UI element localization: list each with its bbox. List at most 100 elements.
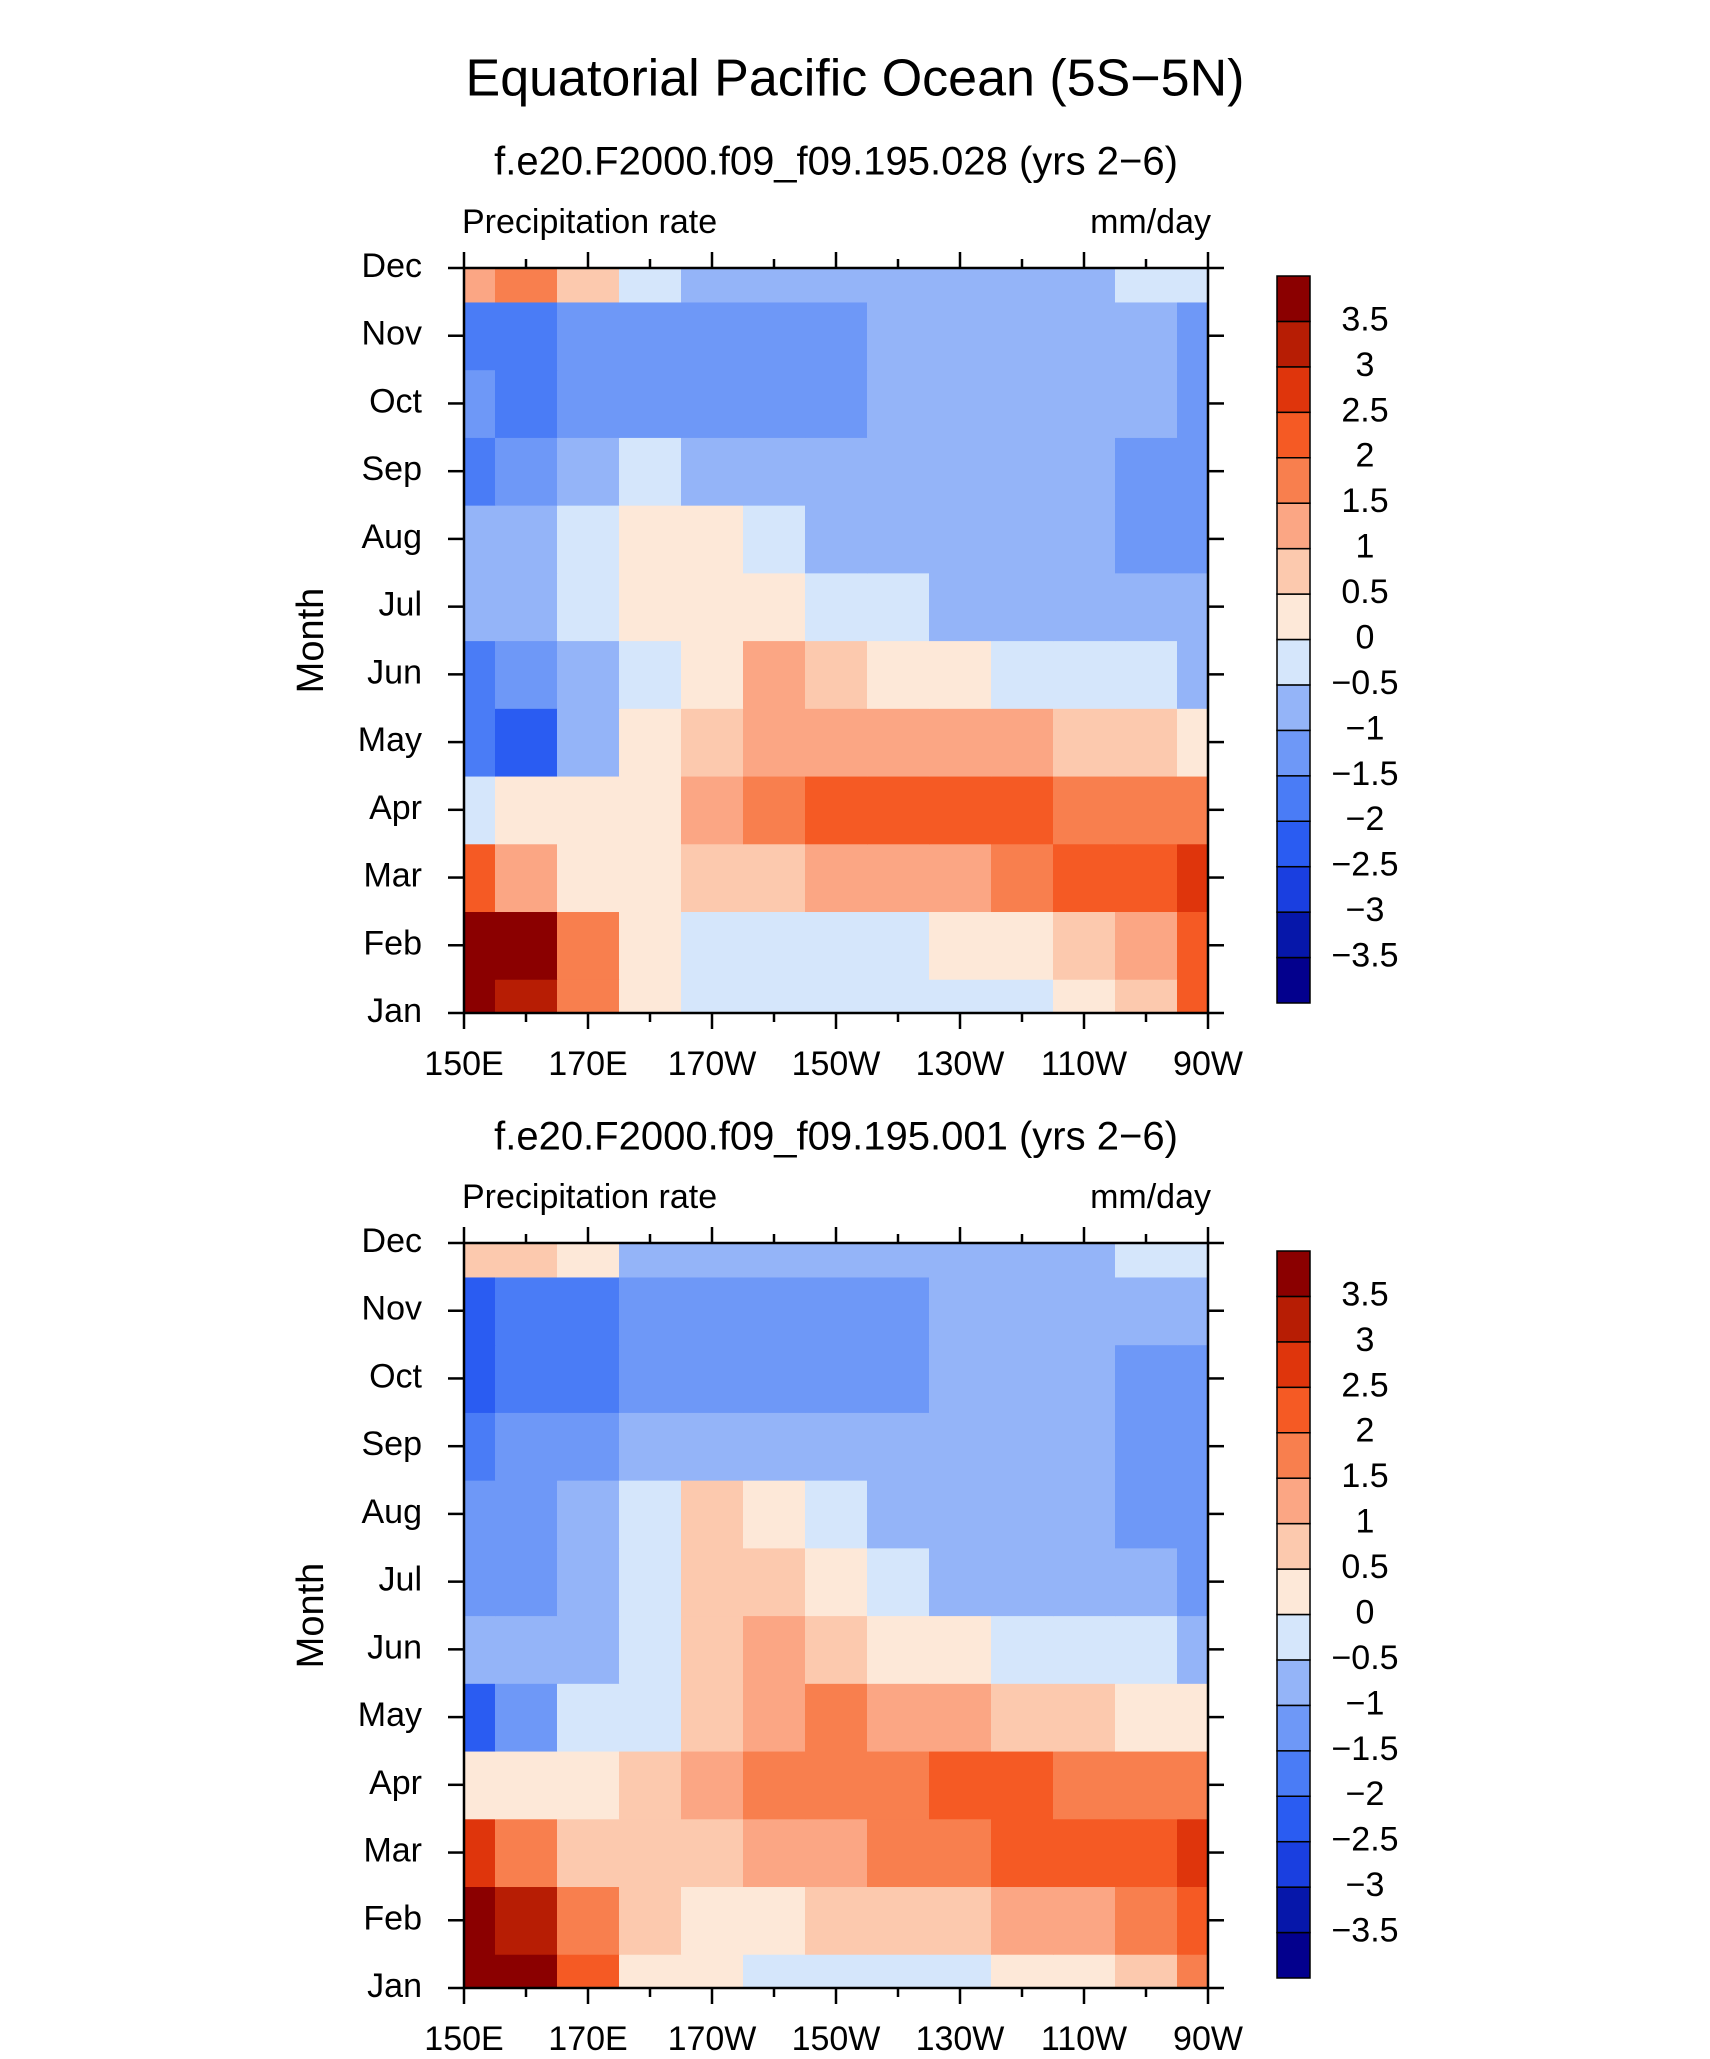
field-cell [495, 911, 558, 980]
field-cell [1115, 1886, 1178, 1955]
y-tick-label: May [358, 721, 422, 759]
field-cell [681, 1615, 744, 1684]
colorbar-box [1276, 1704, 1311, 1752]
field-cell [464, 1615, 496, 1684]
field-cell [464, 369, 496, 438]
field-cell [1053, 1344, 1116, 1413]
field-cell [805, 1954, 868, 1989]
field-cell [619, 1683, 682, 1752]
field-cell [464, 979, 496, 1014]
y-tick-label: Apr [369, 789, 422, 827]
colorbar-label: −2.5 [1331, 846, 1398, 884]
field-cell [1115, 1547, 1178, 1617]
field-cell [1115, 640, 1178, 709]
colorbar-box [1276, 820, 1311, 868]
x-tick-label: 90W [1173, 1045, 1243, 1083]
field-cell [619, 369, 682, 438]
x-tick-label: 150W [792, 1045, 881, 1083]
field-cell [619, 911, 682, 980]
colorbar-box [1276, 320, 1311, 368]
field-cell [1053, 437, 1116, 506]
field-cell [681, 301, 744, 371]
field-cell [557, 1243, 620, 1278]
field-cell [681, 1886, 744, 1955]
colorbar-box [1276, 1750, 1311, 1797]
field-cell [1053, 708, 1116, 777]
field-cell [557, 1344, 620, 1413]
colorbar-label: −1 [1346, 709, 1385, 747]
field-cell [805, 1243, 868, 1278]
field-cell [1115, 268, 1178, 303]
field-cell [1115, 979, 1178, 1014]
field-cell [681, 505, 744, 574]
y-tick-label: Sep [362, 450, 423, 488]
x-tick-label: 90W [1173, 2020, 1243, 2058]
field-cell [464, 775, 496, 845]
field-cell [681, 979, 744, 1014]
field-cell [867, 1276, 930, 1346]
colorbar-box [1276, 956, 1311, 1004]
field-cell [557, 775, 620, 845]
y-tick-label: Oct [369, 382, 422, 420]
field-cell [991, 1480, 1054, 1549]
x-tick-label: 170W [668, 1045, 757, 1083]
field-cell [929, 708, 992, 777]
field-cell [1115, 911, 1178, 980]
field-cell [681, 369, 744, 438]
field-cell [743, 268, 806, 303]
y-tick-label: Feb [363, 1899, 422, 1937]
field-cell [1177, 1886, 1209, 1955]
field-cell [867, 437, 930, 506]
field-cell [743, 843, 806, 913]
field-cell [867, 572, 930, 642]
field-cell [557, 979, 620, 1014]
field-cell [929, 640, 992, 709]
field-cell [867, 1412, 930, 1481]
field-cell [619, 1615, 682, 1684]
colorbar-box [1276, 1386, 1311, 1434]
field-cell [1177, 301, 1209, 371]
field-cell [1177, 572, 1209, 642]
colorbar-label: 2.5 [1341, 391, 1388, 429]
variable-label: Precipitation rate [462, 203, 717, 241]
x-tick-label: 150W [792, 2020, 881, 2058]
field-cell [743, 1547, 806, 1617]
field-cell [1115, 843, 1178, 913]
field-cell [1115, 1954, 1178, 1989]
field-cell [1177, 1344, 1209, 1413]
field-cell [1177, 911, 1209, 980]
field-cell [464, 1750, 496, 1820]
field-cell [681, 1954, 744, 1989]
field-cell [1115, 1480, 1178, 1549]
colorbar-label: 2 [1356, 1412, 1375, 1450]
colorbar-box [1276, 1795, 1311, 1843]
field-cell [743, 369, 806, 438]
field-cell [1053, 775, 1116, 845]
field-cell [867, 911, 930, 980]
field-cell [1053, 1412, 1116, 1481]
field-cell [619, 1750, 682, 1820]
field-cell [929, 1615, 992, 1684]
colorbar-box [1276, 638, 1311, 686]
colorbar-label: −2 [1346, 1775, 1385, 1813]
field-cell [1177, 437, 1209, 506]
field-cell [1053, 979, 1116, 1014]
field-cell [619, 437, 682, 506]
y-tick-label: Jul [379, 1561, 422, 1599]
field-cell [991, 1412, 1054, 1481]
field-cell [495, 301, 558, 371]
field-cell [867, 369, 930, 438]
field [464, 268, 1209, 1014]
field-cell [681, 572, 744, 642]
colorbar-box [1276, 684, 1311, 732]
field-cell [743, 505, 806, 574]
field-cell [805, 640, 868, 709]
field-cell [619, 1344, 682, 1413]
x-tick-label: 130W [916, 1045, 1005, 1083]
field-cell [867, 505, 930, 574]
colorbar-label: 1.5 [1341, 482, 1388, 520]
colorbar-label: 1.5 [1341, 1457, 1388, 1495]
field-cell [464, 437, 496, 506]
field-cell [619, 1547, 682, 1617]
field-cell [743, 979, 806, 1014]
